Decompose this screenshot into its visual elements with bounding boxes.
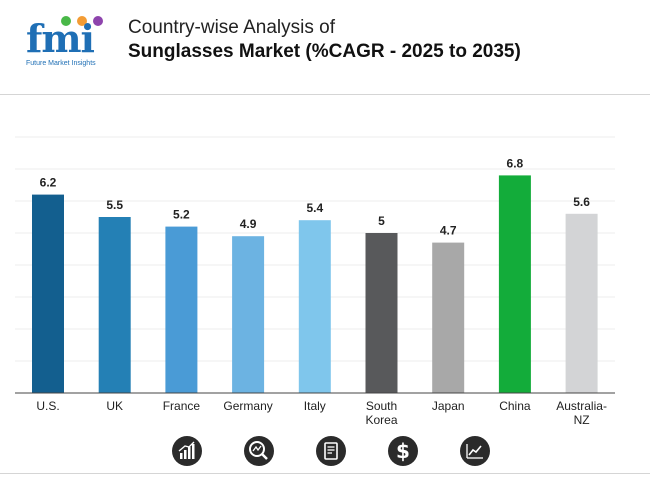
logo-letters: fmi: [26, 16, 95, 61]
value-label: 5.5: [106, 198, 123, 212]
bar-australia-nz: [565, 213, 598, 393]
chart-subtitle: Sunglasses Market (%CAGR - 2025 to 2035): [128, 41, 521, 62]
footer-icons: $: [0, 436, 650, 470]
x-tick-label: Italy: [304, 399, 326, 413]
fmi-logo: fmi Future Market Insights: [22, 14, 118, 74]
document-icon: [316, 436, 346, 466]
x-axis-labels: U.S. UK France Germany Italy South Korea Japan C…: [36, 399, 607, 427]
bar-germany: [232, 236, 265, 393]
value-label: 4.7: [440, 224, 457, 238]
x-tick-label: China: [499, 399, 531, 413]
chart-title: Country-wise Analysis of: [128, 17, 335, 38]
logo-dots-icon: [61, 16, 103, 26]
bar-uk: [98, 217, 131, 393]
header: fmi Future Market Insights Country-wise …: [0, 0, 650, 94]
value-label: 5.4: [306, 201, 323, 215]
value-label: 4.9: [240, 217, 257, 231]
value-labels: 6.2 5.5 5.2 4.9 5.4 5 4.7 6.8 5.6: [40, 156, 591, 237]
bar-china: [498, 175, 531, 393]
x-tick-label: France: [163, 399, 201, 413]
value-label: 5.6: [573, 195, 590, 209]
footer-divider: [0, 473, 650, 474]
svg-text:$: $: [396, 439, 410, 463]
x-tick-label: Japan: [432, 399, 465, 413]
x-tick-label: U.S.: [36, 399, 59, 413]
magnifier-chart-icon: [244, 436, 274, 466]
bar-chart: 6.2 5.5 5.2 4.9 5.4 5 4.7 6.8 5.6 U.S. UK France Ge…: [15, 136, 615, 427]
bar-south-korea: [365, 233, 398, 393]
x-tick-label: UK: [106, 399, 123, 413]
value-label: 6.2: [40, 176, 57, 190]
value-label: 5: [378, 214, 385, 228]
logo-tagline: Future Market Insights: [26, 60, 96, 67]
bar-growth-icon: [172, 436, 202, 466]
header-divider: [0, 94, 650, 95]
bar-france: [165, 226, 198, 393]
x-tick-label: South Korea: [365, 399, 397, 427]
value-label: 5.2: [173, 208, 190, 222]
x-tick-label: Australia-NZ: [556, 399, 607, 427]
dollar-icon: $: [388, 436, 418, 466]
bar-japan: [432, 242, 465, 393]
x-tick-label: Germany: [223, 399, 272, 413]
value-label: 6.8: [507, 156, 524, 170]
bar-u-s: [32, 194, 64, 393]
bars: [32, 175, 598, 393]
line-chart-icon: [460, 436, 490, 466]
bar-italy: [298, 220, 331, 393]
